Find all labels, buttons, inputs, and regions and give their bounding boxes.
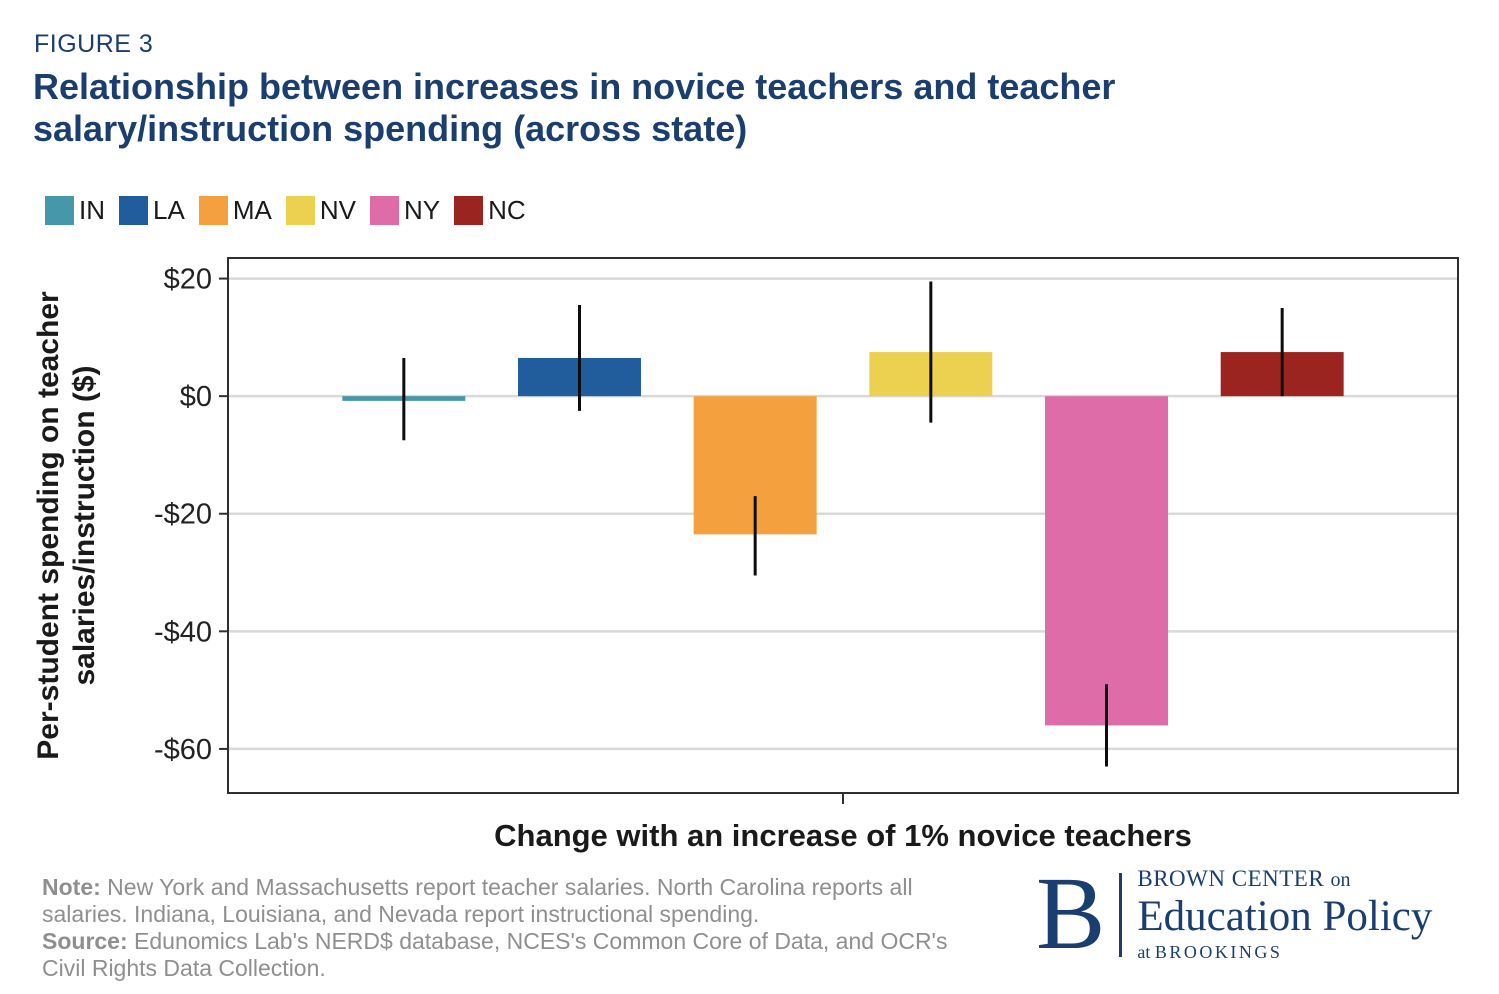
legend-swatch-NC [454, 196, 484, 225]
note-line: Note: New York and Massachusetts report … [42, 874, 987, 928]
y-axis-label: Per-student spending on teacher salaries/… [32, 291, 101, 760]
plot-panel [228, 258, 1458, 793]
legend-swatch-MA [198, 196, 228, 225]
source-text: Edunomics Lab's NERD$ database, NCES's C… [42, 927, 948, 981]
figure-label: FIGURE 3 [34, 30, 154, 58]
logo-at: at [1137, 942, 1151, 963]
legend-label-MA: MA [232, 195, 272, 225]
y-tick-label: $20 [164, 264, 212, 296]
note-block: Note: New York and Massachusetts report … [42, 874, 987, 982]
legend-item-NY: NY [369, 195, 441, 226]
bar-NY [1045, 396, 1168, 726]
y-tick-label: -$40 [154, 616, 212, 648]
legend-item-LA: LA [119, 195, 185, 226]
logo-text: BROWN CENTER on Education Policy at BROO… [1137, 866, 1432, 963]
logo-letter: B [1036, 856, 1106, 972]
source-line: Source: Edunomics Lab's NERD$ database, … [42, 928, 987, 982]
chart-title: Relationship between increases in novice… [33, 66, 1116, 150]
legend-swatch-NY [369, 196, 399, 225]
legend-item-NC: NC [454, 195, 526, 226]
source-label: Source: [42, 927, 128, 954]
note-text: New York and Massachusetts report teache… [42, 874, 913, 927]
logo-on: on [1330, 869, 1351, 891]
brookings-logo: B BROWN CENTER on Education Policy at BR… [1036, 856, 1432, 972]
legend-label-NY: NY [403, 195, 441, 225]
legend-label-NV: NV [319, 195, 356, 225]
y-tick-label: -$20 [154, 499, 212, 531]
legend-item-MA: MA [198, 195, 272, 226]
logo-education-policy: Education Policy [1137, 893, 1433, 940]
legend-swatch-NV [285, 196, 315, 225]
logo-brookings: BROOKINGS [1154, 942, 1283, 963]
legend-label-IN: IN [79, 195, 105, 225]
x-axis-label: Change with an increase of 1% novice tea… [494, 818, 1192, 853]
legend-swatch-IN [45, 196, 74, 225]
bar-chart: $20 $0 -$20 -$40 -$60 Change with an increase… [32, 257, 1459, 853]
logo-line-at-brookings: at BROOKINGS [1137, 942, 1432, 963]
legend-item-NV: NV [285, 195, 356, 226]
logo-brown-center: BROWN CENTER [1137, 866, 1325, 891]
note-label: Note: [42, 874, 101, 900]
logo-line-brown-center: BROWN CENTER on [1137, 866, 1432, 892]
logo-divider [1119, 872, 1123, 957]
legend-swatch-LA [119, 196, 148, 225]
y-tick-label: $0 [180, 381, 212, 413]
legend-label-NC: NC [488, 195, 526, 225]
legend: IN LA MA NV NY NC [45, 195, 540, 226]
y-tick-label: -$60 [154, 734, 212, 766]
legend-item-IN: IN [45, 195, 105, 226]
legend-label-LA: LA [153, 195, 185, 225]
